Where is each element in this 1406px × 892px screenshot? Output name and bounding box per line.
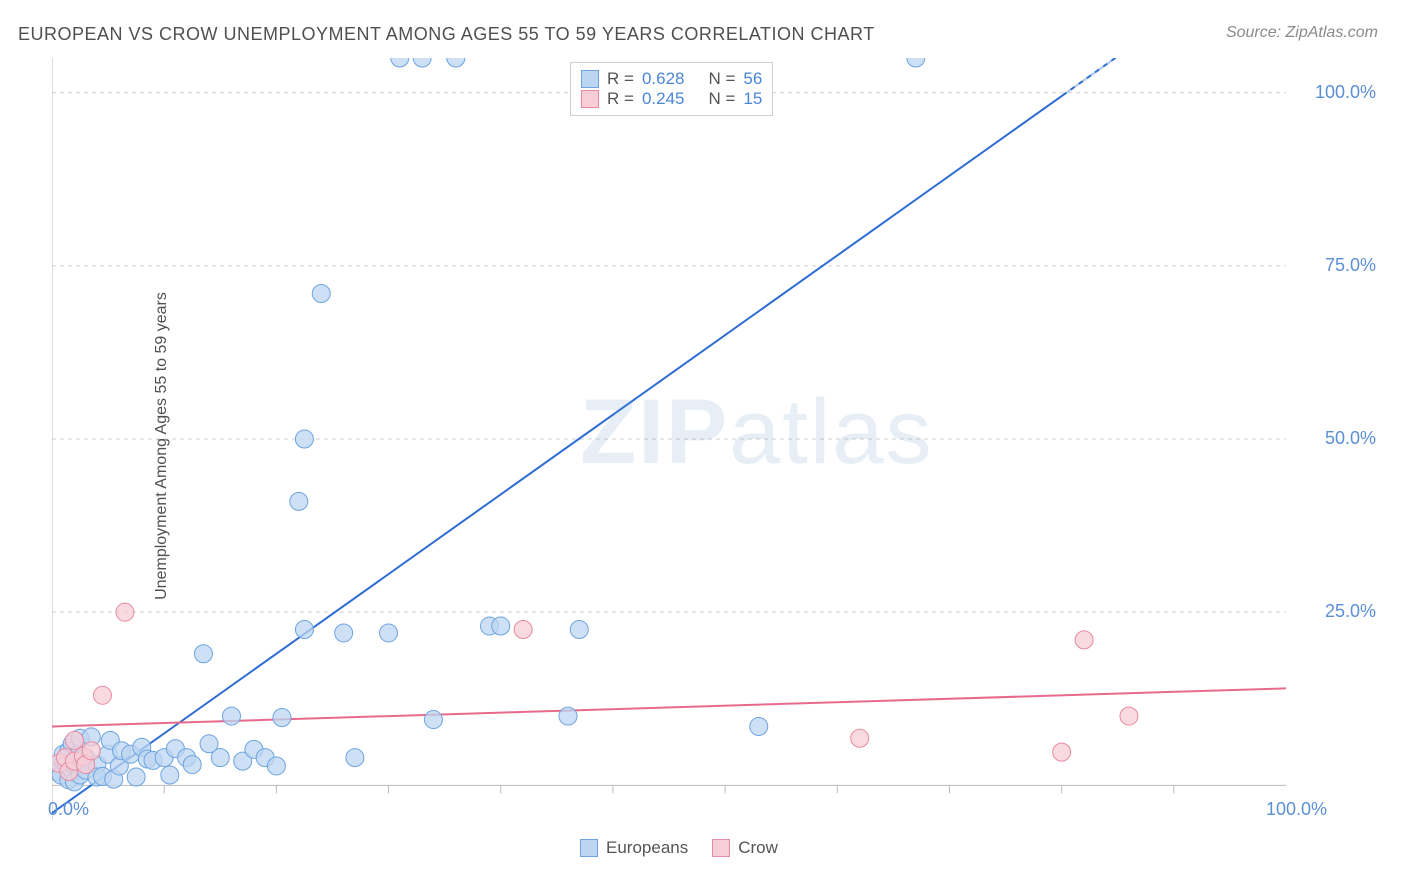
y-tick-label: 25.0% xyxy=(1296,601,1376,622)
legend-label-europeans: Europeans xyxy=(606,838,688,858)
n-value-1: 56 xyxy=(743,69,762,89)
stats-legend: R = 0.628 N = 56 R = 0.245 N = 15 xyxy=(570,62,773,116)
legend-item-europeans: Europeans xyxy=(580,838,688,858)
swatch-crow xyxy=(581,90,599,108)
y-tick-label: 50.0% xyxy=(1296,428,1376,449)
chart-title: EUROPEAN VS CROW UNEMPLOYMENT AMONG AGES… xyxy=(18,24,875,45)
r-value-2: 0.245 xyxy=(642,89,685,109)
stats-legend-row-2: R = 0.245 N = 15 xyxy=(581,89,762,109)
legend-label-crow: Crow xyxy=(738,838,778,858)
r-value-1: 0.628 xyxy=(642,69,685,89)
r-label-2: R = xyxy=(607,89,634,109)
x-tick-label: 0.0% xyxy=(48,799,89,820)
legend-swatch-crow xyxy=(712,839,730,857)
scatter-plot xyxy=(52,58,1286,820)
r-label-1: R = xyxy=(607,69,634,89)
stats-legend-row-1: R = 0.628 N = 56 xyxy=(581,69,762,89)
x-tick-label: 100.0% xyxy=(1266,799,1327,820)
n-value-2: 15 xyxy=(743,89,762,109)
swatch-europeans xyxy=(581,70,599,88)
n-label-1: N = xyxy=(708,69,735,89)
source-credit: Source: ZipAtlas.com xyxy=(1226,24,1378,42)
chart-container: EUROPEAN VS CROW UNEMPLOYMENT AMONG AGES… xyxy=(0,0,1406,892)
series-legend: Europeans Crow xyxy=(580,838,778,858)
y-tick-label: 75.0% xyxy=(1296,255,1376,276)
n-label-2: N = xyxy=(708,89,735,109)
legend-item-crow: Crow xyxy=(712,838,778,858)
legend-swatch-europeans xyxy=(580,839,598,857)
y-tick-label: 100.0% xyxy=(1296,82,1376,103)
